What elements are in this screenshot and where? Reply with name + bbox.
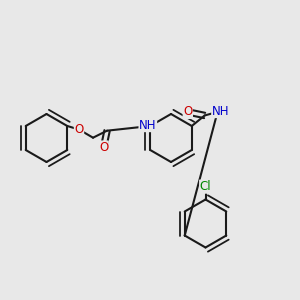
- Text: NH: NH: [212, 105, 229, 118]
- Text: O: O: [74, 123, 84, 136]
- Text: O: O: [99, 141, 108, 154]
- Text: O: O: [183, 106, 192, 118]
- Text: NH: NH: [139, 118, 157, 132]
- Text: Cl: Cl: [200, 180, 211, 193]
